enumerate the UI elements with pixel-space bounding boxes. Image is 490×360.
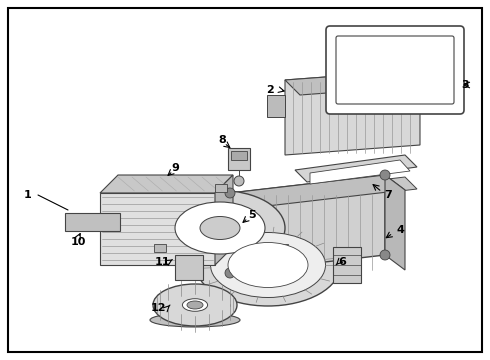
Circle shape bbox=[234, 176, 244, 186]
Text: 1: 1 bbox=[24, 190, 32, 200]
Polygon shape bbox=[175, 255, 203, 280]
Polygon shape bbox=[230, 175, 405, 208]
Polygon shape bbox=[65, 213, 120, 231]
Polygon shape bbox=[295, 177, 417, 202]
Ellipse shape bbox=[211, 233, 325, 297]
Text: 11: 11 bbox=[154, 257, 170, 267]
Ellipse shape bbox=[155, 190, 285, 266]
Polygon shape bbox=[100, 193, 215, 265]
Polygon shape bbox=[230, 175, 385, 273]
Ellipse shape bbox=[196, 224, 341, 306]
Polygon shape bbox=[295, 155, 417, 182]
Polygon shape bbox=[100, 175, 233, 193]
Text: 8: 8 bbox=[218, 135, 226, 145]
Text: 10: 10 bbox=[70, 237, 86, 247]
Ellipse shape bbox=[182, 299, 208, 311]
Polygon shape bbox=[215, 175, 233, 265]
Circle shape bbox=[225, 268, 235, 278]
Ellipse shape bbox=[153, 284, 237, 326]
Circle shape bbox=[225, 188, 235, 198]
Polygon shape bbox=[231, 151, 247, 160]
Polygon shape bbox=[385, 175, 405, 270]
Text: 12: 12 bbox=[150, 303, 166, 313]
Polygon shape bbox=[228, 148, 250, 170]
FancyBboxPatch shape bbox=[326, 26, 464, 114]
Bar bbox=[267, 95, 285, 117]
Text: 9: 9 bbox=[171, 163, 179, 173]
FancyBboxPatch shape bbox=[336, 36, 454, 104]
Ellipse shape bbox=[150, 313, 240, 327]
Circle shape bbox=[380, 170, 390, 180]
Ellipse shape bbox=[175, 202, 265, 254]
Bar bbox=[333, 247, 361, 283]
Polygon shape bbox=[285, 70, 420, 155]
Polygon shape bbox=[285, 70, 435, 95]
Text: 2: 2 bbox=[266, 85, 274, 95]
Text: 6: 6 bbox=[338, 257, 346, 267]
Ellipse shape bbox=[228, 243, 308, 288]
Circle shape bbox=[380, 250, 390, 260]
Text: 5: 5 bbox=[248, 210, 256, 220]
Bar bbox=[275, 244, 288, 252]
Bar bbox=[215, 184, 227, 192]
Text: 3: 3 bbox=[461, 80, 469, 90]
Bar bbox=[154, 244, 167, 252]
Ellipse shape bbox=[187, 301, 203, 309]
Text: 4: 4 bbox=[396, 225, 404, 235]
Text: 7: 7 bbox=[384, 190, 392, 200]
Ellipse shape bbox=[200, 216, 240, 239]
Polygon shape bbox=[310, 160, 410, 184]
